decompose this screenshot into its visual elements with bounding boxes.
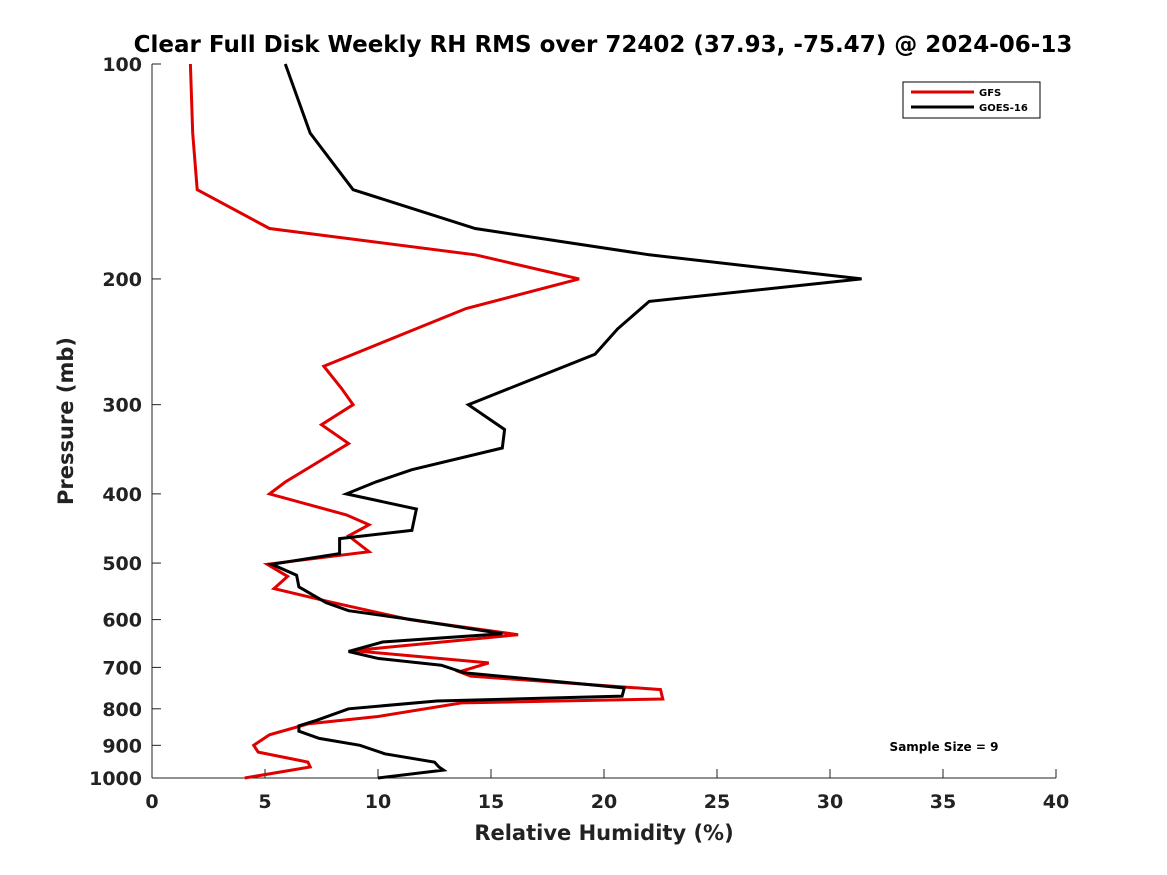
y-tick-label: 1000 — [89, 768, 142, 790]
legend-label-gfs: GFS — [979, 88, 1001, 99]
series-layer — [188, 63, 862, 780]
plot-area — [151, 64, 1056, 779]
sample-size-annotation: Sample Size = 9 — [890, 740, 999, 754]
x-tick-label: 10 — [365, 791, 391, 813]
legend-box — [902, 81, 1041, 119]
x-axis-ticks: 0 5 10 15 20 25 30 35 40 — [145, 769, 1069, 813]
x-tick-label: 0 — [145, 791, 158, 813]
y-tick-label: 600 — [102, 610, 142, 632]
x-axis-label: Relative Humidity (%) — [474, 821, 733, 845]
y-tick-label: 400 — [102, 484, 142, 506]
series-line-goes16 — [266, 63, 862, 780]
x-tick-label: 20 — [591, 791, 617, 813]
y-tick-label: 900 — [102, 735, 142, 757]
x-tick-label: 25 — [704, 791, 730, 813]
y-tick-label: 100 — [102, 54, 142, 76]
x-tick-label: 15 — [478, 791, 504, 813]
y-tick-label: 800 — [102, 699, 142, 721]
x-tick-label: 40 — [1043, 791, 1069, 813]
y-tick-label: 300 — [102, 395, 142, 417]
x-tick-label: 30 — [817, 791, 843, 813]
y-tick-label: 500 — [102, 553, 142, 575]
y-axis-label: Pressure (mb) — [54, 337, 78, 505]
series-line-gfs — [188, 63, 665, 780]
x-tick-label: 5 — [258, 791, 271, 813]
y-tick-label: 700 — [102, 657, 142, 679]
legend-label-goes16: GOES-16 — [979, 103, 1028, 114]
x-tick-label: 35 — [930, 791, 956, 813]
y-axis-ticks: 100 200 300 400 500 600 700 800 900 1000 — [89, 54, 161, 790]
chart-title: Clear Full Disk Weekly RH RMS over 72402… — [134, 32, 1073, 58]
legend: GFS GOES-16 — [902, 81, 1041, 119]
y-tick-label: 200 — [102, 269, 142, 291]
